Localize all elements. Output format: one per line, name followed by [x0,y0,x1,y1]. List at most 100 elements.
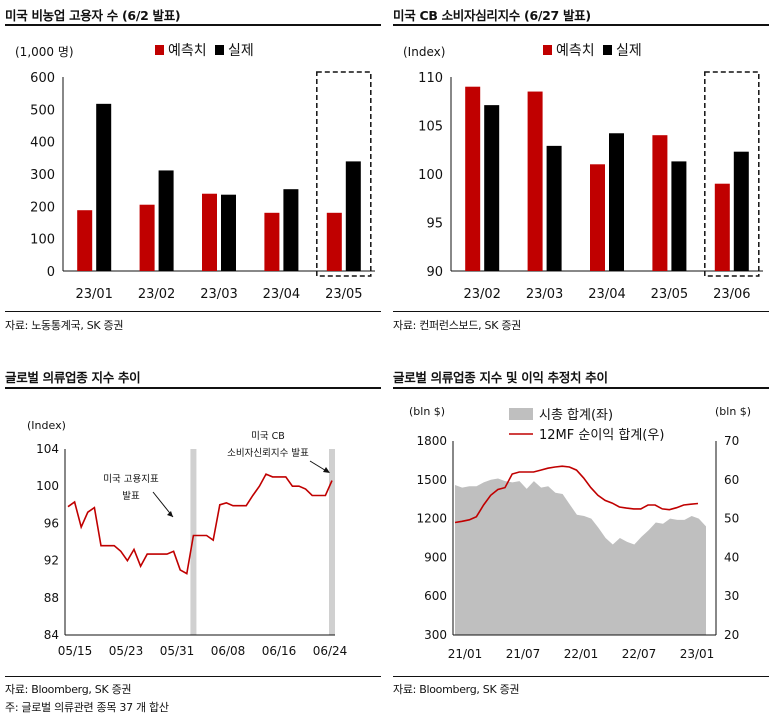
chart3-highlight-band [329,449,335,635]
chart2-bar-actual [733,151,749,271]
chart3-xtick-label: 05/31 [160,644,195,658]
chart1-ytick-label: 400 [30,136,55,151]
chart3-annotation: 발표 [122,491,140,502]
chart1-ytick-label: 0 [47,265,55,280]
chart2-ytick-label: 90 [426,265,443,280]
chart3-top-rule [5,387,381,389]
chart3-xtick-label: 06/16 [262,644,297,658]
chart2-bar-forecast [714,183,730,271]
chart2-bar-forecast [465,86,481,271]
chart2-bar-actual [484,105,500,271]
chart1-bar-forecast [202,193,217,271]
chart1-bar-actual [221,194,236,271]
chart4-ytick-left: 1500 [416,473,447,487]
chart3-ytick-label: 100 [36,479,59,493]
chart4-xtick-label: 22/07 [622,647,657,661]
chart2-bar-actual [609,133,624,271]
chart3-annotation: 소비자신뢰지수 발표 [227,448,309,459]
chart2-bar-actual [671,161,687,271]
chart4-ytick-right: 50 [724,512,739,526]
chart2-xtick-label: 23/04 [588,287,625,302]
chart1-legend-label: 실제 [228,43,254,59]
chart1-xtick-label: 23/03 [200,287,237,302]
chart1-ytick-label: 300 [30,168,55,183]
chart2-xtick-label: 23/03 [526,287,563,302]
chart2-xtick-label: 23/06 [713,287,750,302]
chart1-bar-actual [283,189,299,271]
chart4-ytick-right: 20 [724,628,739,642]
chart3-annotation: 미국 고용지표 [103,474,159,485]
chart1-bar-actual [158,170,174,271]
chart1-legend-swatch [155,45,164,55]
chart1-xtick-label: 23/02 [138,287,175,302]
chart2-ytick-label: 95 [426,217,443,232]
chart3-ytick-label: 104 [36,442,59,456]
chart1-ytick-label: 200 [30,200,55,215]
chart3-xtick-label: 06/24 [313,644,348,658]
chart2-ytick-label: 110 [418,71,443,86]
chart1-bar-forecast [77,210,93,271]
chart4-xtick-label: 22/01 [564,647,599,661]
chart3-xtick-label: 06/08 [211,644,246,658]
chart4-ylabel-right: (bln $) [715,405,751,418]
chart4-bottom-rule [393,676,769,677]
chart1-xtick-label: 23/01 [75,287,112,302]
chart3-highlight-band [190,449,197,635]
chart2-title: 미국 CB 소비자심리지수 (6/27 발표) [393,8,591,23]
chart3-annotation-arrowhead [323,467,330,473]
chart4-source: 자료: Bloomberg, SK 증권 [393,683,520,696]
chart2-xtick-label: 23/05 [651,287,688,302]
chart1-ytick-label: 500 [30,103,55,118]
chart2-ytick-label: 105 [418,120,443,135]
chart4-legend-label: 시총 합계(좌) [539,408,613,423]
chart2-legend-label: 실제 [616,43,642,59]
chart2-bottom-rule [393,311,769,312]
chart4-legend-swatch-area [509,408,533,420]
chart3-series-line [67,473,333,575]
chart1-xtick-label: 23/05 [325,287,362,302]
chart3-bottom-rule [5,676,381,677]
chart1-legend-swatch [215,45,224,55]
chart4-area-series [455,478,706,635]
chart1-bar-forecast [139,204,155,271]
chart2-bar-forecast [527,91,543,271]
chart1-source: 자료: 노동통계국, SK 증권 [5,319,124,332]
chart4-ylabel-left: (bln $) [409,405,445,418]
chart1-bar-actual [96,103,112,271]
chart2-highlight-box [704,71,760,277]
chart3-ylabel: (Index) [27,419,66,432]
chart2-ylabel: (Index) [403,45,445,59]
chart2-legend-swatch [543,45,552,55]
chart3-annotation: 미국 CB [251,431,285,442]
chart3-ytick-label: 84 [44,628,59,642]
chart4-ytick-left: 600 [424,589,447,603]
chart4-svg: (bln $) (bln $) 300 600 900 1200 1500 1800 20 30 4… [409,405,751,661]
chart4-xtick-label: 23/01 [680,647,715,661]
chart4-ytick-right: 30 [724,589,739,603]
chart4-ytick-left: 1800 [416,434,447,448]
chart3-xtick-label: 05/23 [109,644,144,658]
chart1-xtick-label: 23/04 [263,287,300,302]
chart1-top-rule [5,24,381,26]
chart3-title: 글로벌 의류업종 지수 추이 [5,370,141,385]
chart3-svg: (Index) 84 88 92 96 100 104 05/15 05/23 05/31 06/0… [27,419,348,658]
chart1-ytick-label: 100 [30,233,55,248]
chart4-ytick-right: 70 [724,434,739,448]
chart3-annotation-arrowhead [167,511,173,517]
chart2-top-rule [393,24,769,26]
chart3-ytick-label: 96 [44,516,59,530]
chart2-svg: (Index) 90 95 100 105 110 23/02 23/03 23/04 23/05… [403,43,763,302]
chart3-ytick-label: 92 [44,554,59,568]
chart3-note: 주: 글로벌 의류관련 종목 37 개 합산 [5,701,169,714]
chart4-ytick-right: 60 [724,473,739,487]
chart4-top-rule [393,387,769,389]
chart2-ytick-label: 100 [418,168,443,183]
chart4-ytick-left: 300 [424,628,447,642]
chart2-bar-actual [546,145,562,271]
chart4-ytick-right: 40 [724,550,739,564]
chart1-title: 미국 비농업 고용자 수 (6/2 발표) [5,8,181,23]
chart1-legend-label: 예측치 [168,43,207,59]
chart2-bar-forecast [590,164,605,271]
chart4-title: 글로벌 의류업종 지수 및 이익 추정치 추이 [393,370,608,385]
chart1-bar-actual [345,161,361,271]
